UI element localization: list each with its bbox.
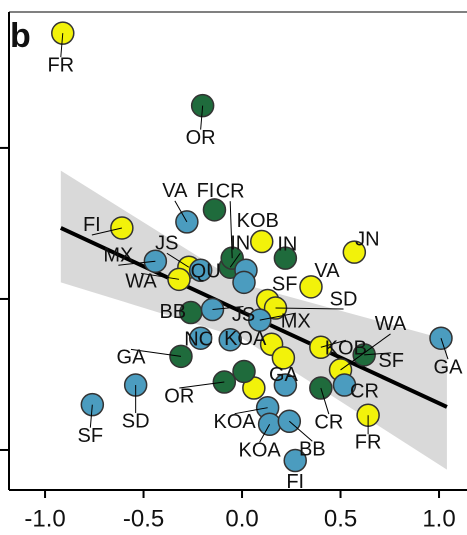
point (271, 346, 296, 370)
point (273, 373, 298, 397)
leader-line (118, 260, 156, 266)
point-label: GA (269, 364, 299, 386)
leader-line (179, 381, 225, 389)
leader-line (234, 407, 268, 415)
leader-line (200, 105, 204, 130)
leader-line (89, 404, 93, 428)
point-label: JN (355, 228, 379, 250)
point-label: IN (277, 233, 297, 255)
point-label: FI (83, 214, 101, 236)
point-label: GA (117, 347, 147, 369)
leader-line (320, 387, 330, 415)
leader-line (212, 306, 244, 311)
point-label: SD (330, 288, 358, 310)
point-label: OR (164, 385, 194, 407)
point-label: OR (186, 127, 216, 149)
point-label: SF (378, 350, 404, 372)
point-label: BB (159, 301, 186, 323)
leader-line (440, 338, 449, 360)
leader-line (60, 33, 64, 58)
leader-line (229, 252, 241, 268)
leader-line (320, 339, 346, 348)
point-label: MX (281, 310, 311, 332)
point-label: FI (286, 471, 304, 493)
panel-label: b (10, 17, 31, 55)
point (188, 326, 213, 350)
point (283, 448, 307, 473)
point-label: CR (216, 180, 245, 202)
point-label: FR (355, 432, 382, 454)
leader-line (364, 352, 392, 356)
point-label: IN (230, 233, 250, 255)
point (249, 229, 274, 254)
point-label: KOA (224, 328, 267, 350)
point-label: SF (78, 425, 104, 447)
point (232, 270, 256, 295)
point-label: KOA (238, 440, 281, 462)
x-tick-label: -1.0 (24, 505, 65, 532)
point-label: WA (125, 271, 157, 293)
point (218, 327, 242, 352)
point-label: JS (232, 304, 255, 326)
point (299, 275, 323, 299)
point-label: BB (299, 439, 326, 461)
point (332, 373, 357, 397)
point (273, 246, 298, 270)
x-tick-label: 1.0 (422, 505, 455, 532)
point-label: JS (155, 233, 178, 255)
leader-line (166, 252, 190, 268)
point-label: CR (314, 411, 343, 433)
leader-line (340, 333, 391, 371)
leader-line (174, 200, 188, 223)
point-label: KOB (237, 210, 279, 232)
x-tick-label: -0.5 (123, 505, 164, 532)
point-label: CR (350, 380, 379, 402)
x-tick-label: 0.5 (324, 505, 357, 532)
point-label: VA (162, 180, 188, 202)
point-label: GA (434, 356, 464, 378)
leader-line (288, 420, 313, 442)
point-label: NC (184, 328, 213, 350)
leader-line (229, 201, 233, 259)
point (232, 359, 256, 384)
leader-line (140, 272, 180, 280)
leader-line (259, 424, 271, 443)
leader-line (91, 227, 122, 236)
point (188, 258, 213, 283)
point-label: FR (47, 54, 74, 76)
point (202, 198, 227, 222)
leader-line (130, 348, 182, 357)
leader-line (275, 307, 344, 310)
point-label: SD (122, 410, 150, 432)
point-label: VA (314, 260, 340, 282)
point-label: SF (272, 274, 298, 296)
point-label: FI (197, 180, 215, 202)
point-label: KOB (325, 338, 367, 360)
point (110, 216, 134, 240)
point-label: MX (103, 244, 133, 266)
x-tick-label: 0.0 (225, 505, 258, 532)
point (342, 240, 367, 264)
point-label: WA (375, 313, 407, 335)
point-label: KOA (214, 411, 257, 433)
point-label: QU (191, 261, 221, 283)
leader-line (259, 312, 296, 321)
